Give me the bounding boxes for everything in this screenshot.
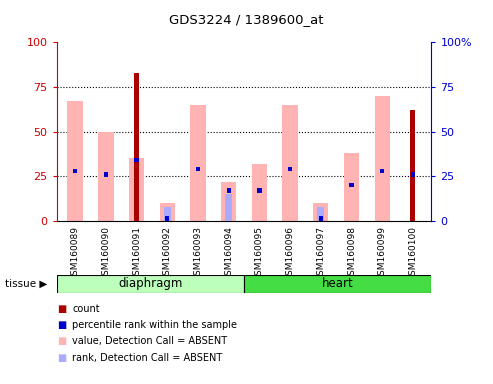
Bar: [313, 203, 328, 221]
Bar: [344, 153, 359, 221]
Text: ■: ■: [57, 320, 66, 330]
Bar: [257, 188, 262, 193]
Bar: [221, 182, 236, 221]
Text: GSM160096: GSM160096: [285, 226, 295, 281]
Text: diaphragm: diaphragm: [118, 277, 182, 290]
Text: GSM160094: GSM160094: [224, 226, 233, 281]
Text: ■: ■: [57, 304, 66, 314]
Bar: [98, 131, 113, 221]
Bar: [411, 172, 415, 177]
Text: GSM160089: GSM160089: [70, 226, 80, 281]
Bar: [129, 158, 144, 221]
Bar: [282, 105, 298, 221]
Text: GSM160098: GSM160098: [347, 226, 356, 281]
Text: value, Detection Call = ABSENT: value, Detection Call = ABSENT: [72, 336, 228, 346]
Bar: [135, 158, 139, 162]
Bar: [68, 101, 83, 221]
Bar: [73, 169, 77, 173]
Text: rank, Detection Call = ABSENT: rank, Detection Call = ABSENT: [72, 353, 223, 362]
Text: heart: heart: [322, 277, 353, 290]
Bar: [190, 105, 206, 221]
Bar: [160, 203, 175, 221]
Text: GSM160090: GSM160090: [102, 226, 110, 281]
Text: GDS3224 / 1389600_at: GDS3224 / 1389600_at: [169, 13, 324, 26]
Text: ■: ■: [57, 353, 66, 362]
Bar: [134, 73, 139, 221]
Bar: [165, 216, 170, 221]
Text: GSM160100: GSM160100: [408, 226, 418, 281]
Bar: [350, 183, 353, 187]
Bar: [380, 169, 385, 173]
Text: tissue ▶: tissue ▶: [5, 279, 47, 289]
Text: GSM160091: GSM160091: [132, 226, 141, 281]
Text: percentile rank within the sample: percentile rank within the sample: [72, 320, 238, 330]
Text: GSM160095: GSM160095: [255, 226, 264, 281]
Bar: [411, 110, 416, 221]
Text: GSM160092: GSM160092: [163, 226, 172, 281]
Bar: [318, 216, 323, 221]
Text: GSM160099: GSM160099: [378, 226, 387, 281]
Bar: [226, 188, 231, 193]
Bar: [164, 207, 171, 221]
Bar: [375, 96, 390, 221]
Bar: [317, 207, 324, 221]
Text: GSM160097: GSM160097: [317, 226, 325, 281]
Bar: [225, 194, 232, 221]
Text: count: count: [72, 304, 100, 314]
Bar: [252, 164, 267, 221]
Bar: [57, 275, 244, 293]
Bar: [196, 167, 200, 171]
Bar: [104, 172, 108, 177]
Bar: [244, 275, 431, 293]
Bar: [288, 167, 292, 171]
Text: GSM160093: GSM160093: [193, 226, 203, 281]
Text: ■: ■: [57, 336, 66, 346]
